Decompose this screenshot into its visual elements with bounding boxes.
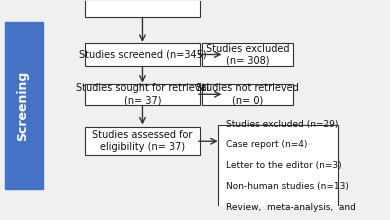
FancyBboxPatch shape (202, 84, 293, 105)
FancyBboxPatch shape (85, 43, 200, 66)
FancyBboxPatch shape (85, 127, 200, 155)
FancyBboxPatch shape (85, 0, 200, 17)
FancyBboxPatch shape (218, 125, 338, 207)
FancyBboxPatch shape (5, 22, 43, 189)
Text: Studies excluded
(n= 308): Studies excluded (n= 308) (206, 44, 289, 65)
Text: Studies assessed for
eligibility (n= 37): Studies assessed for eligibility (n= 37) (92, 130, 193, 152)
Text: Screening: Screening (16, 70, 29, 141)
FancyBboxPatch shape (85, 84, 200, 105)
Text: Studies sought for retrieval
(n= 37): Studies sought for retrieval (n= 37) (76, 83, 209, 105)
Text: Studies screened (n=345): Studies screened (n=345) (79, 50, 206, 59)
Text: Studies not retrieved
(n= 0): Studies not retrieved (n= 0) (196, 83, 299, 105)
Text: Studies excluded (n=29)

Case report (n=4)

Letter to the editor (n=3)

Non-huma: Studies excluded (n=29) Case report (n=4… (226, 120, 356, 212)
FancyBboxPatch shape (202, 43, 293, 66)
